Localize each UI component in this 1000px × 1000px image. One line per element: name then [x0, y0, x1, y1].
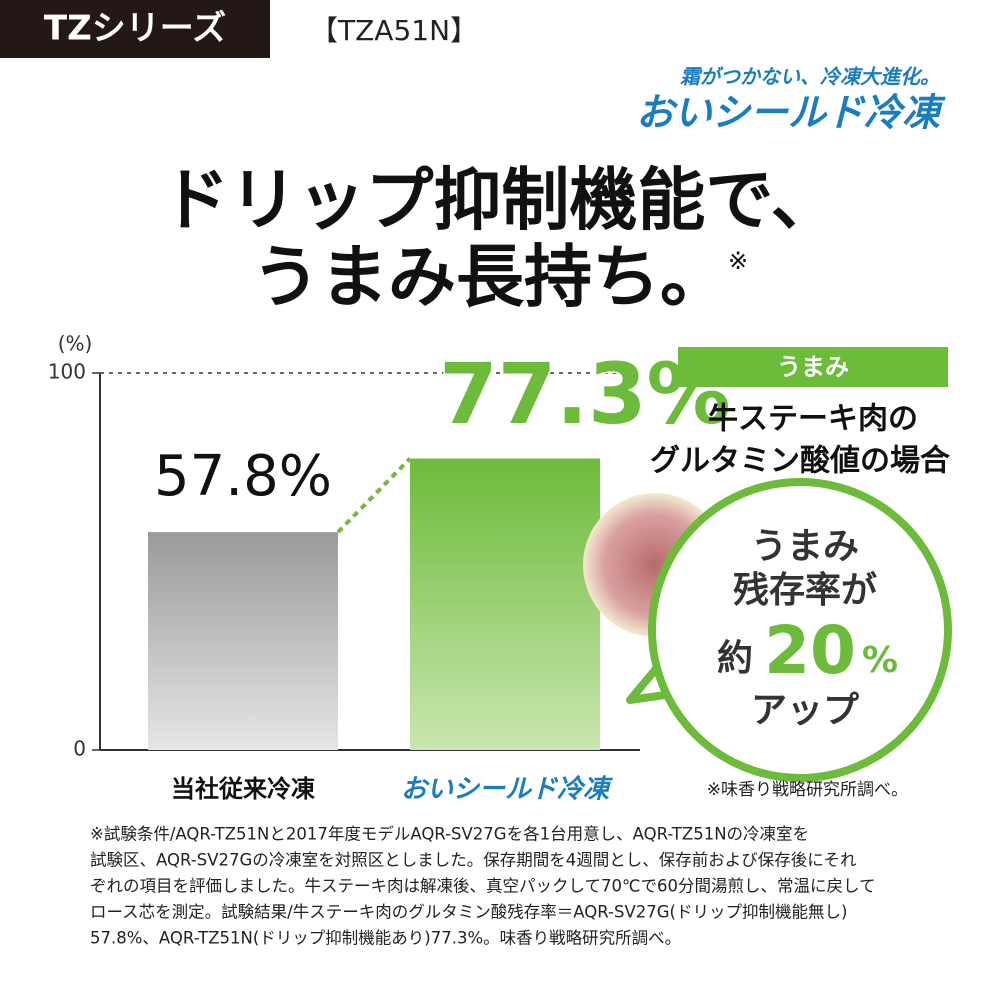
bubble-join [664, 644, 704, 690]
title-mark: ※ [728, 247, 748, 275]
value-label: 77.3% [439, 345, 730, 443]
plot: 0 100 当社従来冷凍 57.8% おいシールド冷凍 77.3% [48, 343, 732, 805]
footnote-line: 試験区、AQR-SV27Gの冷凍室を対照区としました。保存期間を4週間とし、保存… [90, 851, 857, 870]
bubble-text: アップ [751, 690, 859, 731]
footnote-line: ※試験条件/AQR-TZ51Nと2017年度モデルAQR-SV27Gを各1台用意… [90, 824, 809, 844]
y-tick-label: 0 [73, 737, 86, 761]
source: ※味香り戦略研究所調べ。 [707, 780, 908, 800]
logo-tagline: 霜がつかない、冷凍大進化。 [680, 65, 940, 89]
title-line: うまみ長持ち。 [252, 239, 728, 318]
y-tick-label: 100 [48, 360, 86, 384]
logo: おいシールド冷凍 [636, 91, 946, 135]
bubble-prefix: 約 [717, 638, 753, 679]
series-label: TZシリーズ [44, 9, 226, 49]
bubble [648, 478, 952, 782]
bubble-unit: % [862, 640, 898, 681]
footnote-line: ロース芯を測定。試験結果/牛ステーキ肉のグルタミン酸残存率＝AQR-SV27G(… [90, 903, 847, 922]
footnote-line: ぞれの項目を評価しました。牛ステーキ肉は解凍後、真空パックして70℃で60分間湯… [90, 877, 876, 896]
bubble-number: 20 [764, 612, 856, 689]
footnote: ※試験条件/AQR-TZ51Nと2017年度モデルAQR-SV27Gを各1台用意… [90, 824, 876, 948]
model: 【TZA51N】 [310, 14, 478, 47]
bubble-text: うまみ [751, 526, 859, 567]
footnote-line: 57.8%、AQR-TZ51N(ドリップ抑制機能あり)77.3%。味香り戦略研究… [90, 929, 681, 948]
value-label: 57.8% [154, 444, 332, 509]
bar [148, 532, 338, 750]
condition: 牛ステーキ肉の [708, 402, 918, 437]
category-label: おいシールド冷凍 [401, 775, 613, 805]
title-line: ドリップ抑制機能で、 [161, 162, 838, 241]
category-label: 当社従来冷凍 [171, 775, 315, 803]
connector [336, 457, 412, 534]
header-box [0, 0, 270, 58]
badge: うまみ [777, 353, 849, 381]
y-axis-label: (%) [58, 332, 93, 356]
bubble-text: 残存率が [733, 570, 877, 611]
condition: グルタミン酸値の場合 [650, 444, 950, 479]
badge-box [678, 347, 948, 387]
bar [410, 458, 600, 750]
